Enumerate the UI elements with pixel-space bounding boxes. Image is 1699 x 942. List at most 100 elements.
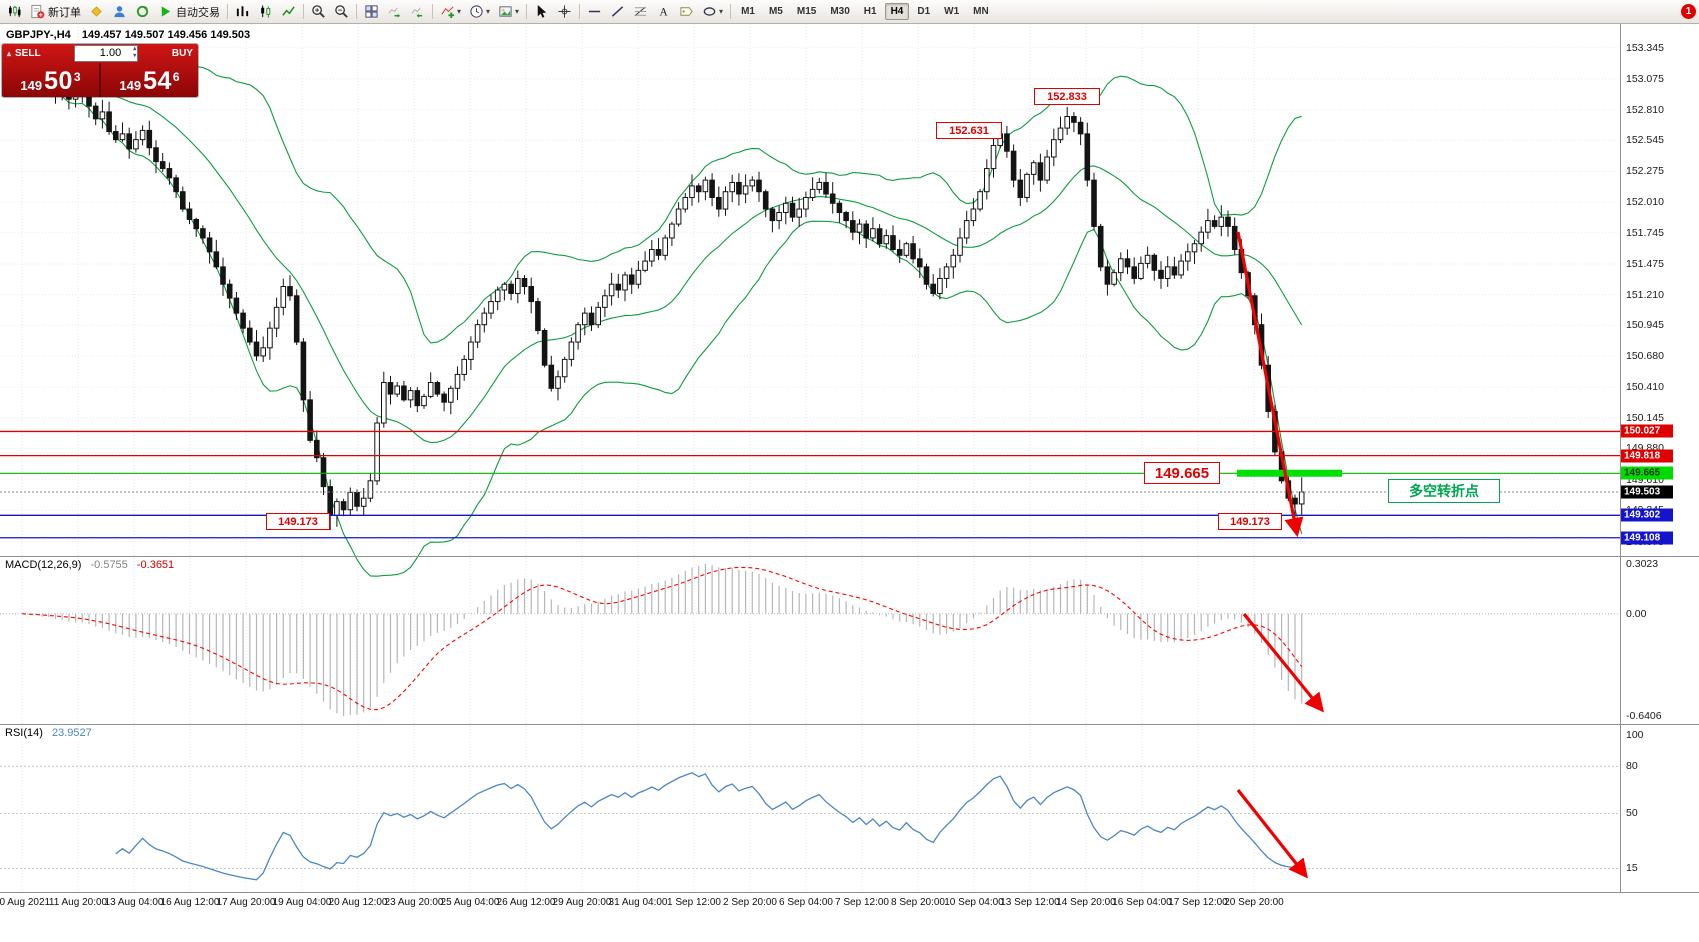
zoom-in-button[interactable]: [307, 1, 330, 23]
price-tag: 149.665: [1621, 466, 1673, 480]
price-tick: 152.810: [1626, 103, 1664, 116]
rsi-scale-label: 15: [1626, 862, 1638, 875]
macd-scale-label: 0.3023: [1626, 558, 1659, 570]
rsi-scale-label: 50: [1626, 807, 1638, 820]
macd-title: MACD(12,26,9): [5, 559, 82, 571]
macd-main-value: -0.5755: [90, 559, 128, 571]
price-tick: 151.745: [1626, 226, 1664, 239]
one-click-top-row: ▴ SELL ▴ ▾ BUY: [2, 44, 198, 63]
crosshair-button[interactable]: [553, 1, 576, 23]
new-chart-button[interactable]: [3, 1, 26, 23]
time-label: 14 Sep 20:00: [1056, 897, 1116, 908]
price-tick: 153.345: [1626, 41, 1664, 54]
volume-down-icon[interactable]: ▾: [133, 53, 137, 59]
price-tick: 152.545: [1626, 134, 1664, 147]
volume-up-icon[interactable]: ▴: [133, 46, 137, 52]
timeframe-m1-button[interactable]: M1: [741, 6, 755, 17]
periods-button[interactable]: ▾: [465, 1, 494, 23]
price-tag: 149.503: [1621, 485, 1673, 499]
sell-button[interactable]: 149 50 3: [2, 63, 99, 97]
time-label: 1 Sep 12:00: [667, 897, 721, 908]
pane-separator[interactable]: [0, 556, 1699, 557]
auto-scroll-button[interactable]: [383, 1, 406, 23]
dropdown-caret-icon: ▾: [457, 7, 462, 16]
rsi-panel-title: RSI(14) 23.9527: [5, 727, 92, 739]
community-button[interactable]: [108, 1, 131, 23]
hline-icon: [587, 4, 602, 19]
new-order-label: 新订单: [48, 6, 81, 19]
timeframe-m30-button[interactable]: M30: [830, 6, 850, 17]
rsi-scale-label: 80: [1626, 760, 1638, 773]
community-icon: [112, 4, 127, 19]
line-chart-button[interactable]: [277, 1, 300, 23]
time-label: 17 Sep 12:00: [1168, 897, 1228, 908]
hline-button[interactable]: [583, 1, 606, 23]
toolbar-separator: [526, 4, 528, 19]
turning-point-note[interactable]: 多空转折点: [1388, 479, 1500, 503]
bar-chart-button[interactable]: [231, 1, 254, 23]
tile-windows-button[interactable]: [360, 1, 383, 23]
price-tag: 149.108: [1621, 531, 1673, 545]
price-tick: 150.945: [1626, 319, 1664, 332]
volume-field: ▴ ▾: [74, 45, 139, 62]
price-callout[interactable]: 152.631: [936, 122, 1002, 139]
new-chart-icon: [7, 4, 22, 19]
candle-chart-icon: [258, 4, 273, 19]
buy-price-sup: 6: [172, 70, 180, 84]
pane-separator[interactable]: [0, 724, 1699, 725]
time-label: 19 Aug 04:00: [272, 897, 332, 908]
cursor-button[interactable]: [530, 1, 553, 23]
svg-text:A: A: [659, 7, 668, 19]
label-button[interactable]: [675, 1, 698, 23]
time-label: 25 Aug 04:00: [440, 897, 500, 908]
time-label: 10 Sep 04:00: [944, 897, 1004, 908]
timeframe-d1-button[interactable]: D1: [917, 6, 931, 17]
macd-scale-label: 0.00: [1626, 607, 1647, 620]
timeframe-m15-button[interactable]: M15: [796, 6, 817, 17]
buy-price-small: 149: [119, 78, 142, 93]
refresh-button[interactable]: [131, 1, 154, 23]
indicators-button[interactable]: ▾: [436, 1, 465, 23]
zoom-out-icon: [334, 4, 349, 19]
timeframe-m5-button[interactable]: M5: [768, 6, 783, 17]
collapse-panel-icon[interactable]: ▴: [7, 49, 12, 58]
play-button[interactable]: 自动交易: [154, 1, 224, 23]
text-icon: A: [656, 4, 671, 19]
zoom-out-button[interactable]: [330, 1, 353, 23]
bar-chart-icon: [235, 4, 250, 19]
timeframe-h1-button[interactable]: H1: [863, 6, 877, 17]
chart-shift-button[interactable]: [406, 1, 429, 23]
time-label: 6 Sep 04:00: [779, 897, 833, 908]
buy-button[interactable]: 149 54 6: [101, 63, 198, 97]
price-tick: 150.680: [1626, 349, 1664, 362]
new-order-button[interactable]: 新订单: [26, 1, 85, 23]
templates-button[interactable]: ▾: [494, 1, 523, 23]
label-icon: [679, 4, 694, 19]
toolbar-separator: [227, 4, 228, 19]
price-callout[interactable]: 152.833: [1034, 88, 1100, 105]
price-callout[interactable]: 149.173: [266, 513, 330, 530]
axis-separator: [0, 892, 1699, 893]
volume-input[interactable]: [75, 46, 124, 59]
alert-badge-icon[interactable]: 1: [1681, 4, 1696, 19]
timeframe-mn-button[interactable]: MN: [973, 6, 989, 17]
price-callout[interactable]: 149.173: [1218, 513, 1282, 530]
time-label: 20 Sep 20:00: [1224, 897, 1284, 908]
timeframe-h4-button[interactable]: H4: [884, 3, 910, 20]
shapes-button[interactable]: ▾: [698, 1, 727, 23]
toolbar-separator: [303, 4, 304, 19]
mql5-button[interactable]: [85, 1, 108, 23]
time-label: 20 Aug 12:00: [328, 897, 388, 908]
timeframe-w1-button[interactable]: W1: [944, 6, 960, 17]
chart-canvas[interactable]: [0, 0, 1620, 916]
trendline-button[interactable]: [606, 1, 629, 23]
time-label: 31 Aug 04:00: [608, 897, 668, 908]
toolbar-separator: [356, 4, 357, 19]
shapes-icon: [702, 4, 717, 19]
candle-chart-button[interactable]: [254, 1, 277, 23]
text-button[interactable]: A: [652, 1, 675, 23]
rsi-title: RSI(14): [5, 727, 43, 739]
ohlc-values: 149.457 149.507 149.456 149.503: [81, 29, 251, 41]
fibonacci-button[interactable]: [629, 1, 652, 23]
price-callout[interactable]: 149.665: [1144, 462, 1220, 484]
